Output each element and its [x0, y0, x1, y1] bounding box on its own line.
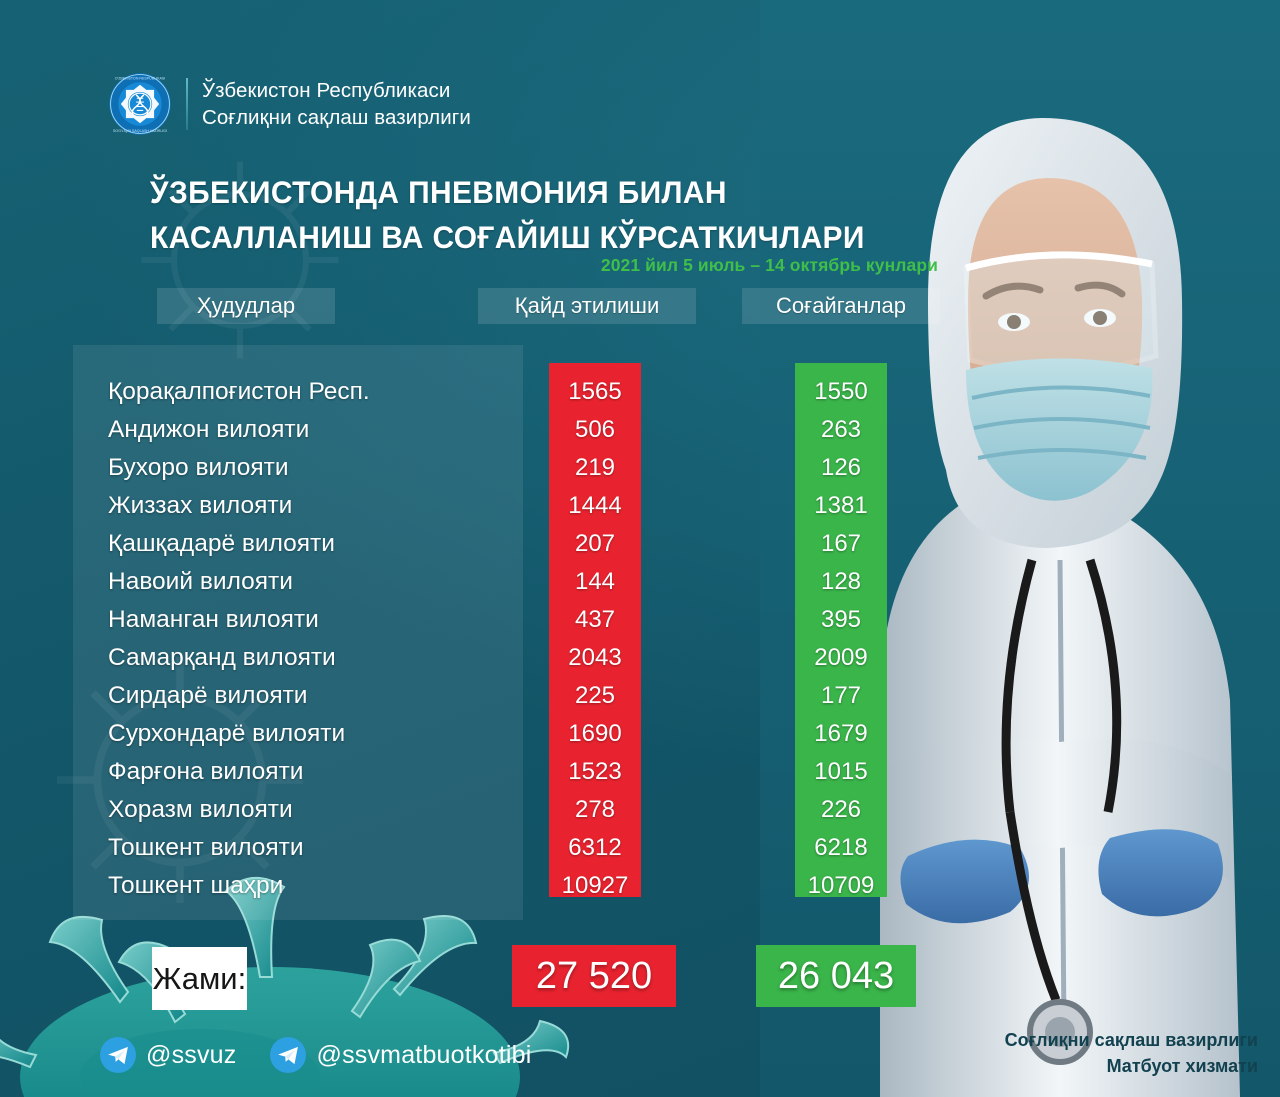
column-header-cases: Қайд этилиши: [478, 288, 696, 324]
table-cell-recovered: 6218: [814, 834, 868, 861]
table-cell-region: Самарқанд вилояти: [108, 644, 336, 671]
ministry-header: O'ZBEKISTON RESPUBLIKASI SOG'LIQNI SAQLA…: [108, 72, 471, 136]
table-cell-recovered: 1679: [814, 720, 868, 747]
column-header-recovered: Соғайганлар: [742, 288, 940, 324]
table-cell-cases: 10927: [561, 872, 629, 899]
table-cell-recovered: 10709: [807, 872, 875, 899]
table-cell-region: Андижон вилояти: [108, 416, 310, 443]
column-header-regions: Ҳудудлар: [157, 288, 335, 324]
date-range: 2021 йил 5 июль – 14 октябрь кунлари: [600, 255, 938, 275]
cases-column-bar: [549, 363, 641, 897]
svg-text:O'ZBEKISTON RESPUBLIKASI: O'ZBEKISTON RESPUBLIKASI: [115, 77, 166, 81]
table-cell-region: Фарғона вилояти: [108, 758, 304, 785]
table-cell-cases: 144: [574, 568, 616, 595]
table-cell-cases: 1565: [568, 378, 622, 405]
telegram-handle-1[interactable]: @ssvuz: [100, 1037, 236, 1073]
telegram-handle-2-text[interactable]: @ssvmatbuotkotibi: [316, 1040, 532, 1069]
ministry-logo-icon: O'ZBEKISTON RESPUBLIKASI SOG'LIQNI SAQLA…: [109, 73, 171, 135]
table-cell-cases: 1444: [568, 492, 622, 519]
table-cell-recovered: 1550: [814, 378, 868, 405]
table-cell-recovered: 2009: [814, 644, 868, 671]
table-cell-region: Тошкент шаҳри: [108, 872, 284, 899]
telegram-handle-2[interactable]: @ssvmatbuotkotibi: [270, 1037, 531, 1073]
virus-watermark-icon: [57, 657, 303, 903]
table-cell-cases: 437: [574, 606, 616, 633]
table-cell-recovered: 128: [820, 568, 862, 595]
title-line1: ЎЗБЕКИСТОНДА ПНЕВМОНИЯ БИЛАН: [150, 174, 727, 210]
credit-line1: Соғлиқни сақлаш вазирлиги: [1004, 1030, 1258, 1050]
telegram-handles: @ssvuz @ssvmatbuotkotibi: [100, 1037, 531, 1073]
svg-text:SOG'LIQNI SAQLASH VAZIRLIGI: SOG'LIQNI SAQLASH VAZIRLIGI: [113, 129, 167, 133]
total-recovered: 26 043: [756, 945, 916, 1007]
table-cell-region: Қашқадарё вилояти: [108, 530, 335, 557]
telegram-icon[interactable]: [270, 1037, 307, 1073]
page-title: ЎЗБЕКИСТОНДА ПНЕВМОНИЯ БИЛАН КАСАЛЛАНИШ …: [150, 170, 929, 259]
table-cell-recovered: 177: [820, 682, 862, 709]
table-cell-cases: 6312: [568, 834, 622, 861]
virus-illustration: [0, 876, 570, 1097]
table-cell-recovered: 1381: [814, 492, 868, 519]
cases-list: 1565 506 219 1444 207 144 437 2043 225 1690 1523 27…: [549, 373, 641, 905]
ministry-name-line2: Соғлиқни сақлаш вазирлиги: [202, 106, 471, 129]
table-cell-cases: 219: [574, 454, 616, 481]
table-cell-region: Сирдарё вилояти: [108, 682, 308, 709]
recovered-column-bar: [795, 363, 887, 897]
table-cell-cases: 1523: [568, 758, 622, 785]
virus-watermark-icon: [141, 161, 339, 359]
credit-line2: Матбуот хизмати: [1106, 1056, 1258, 1077]
table-cell-region: Тошкент вилояти: [108, 834, 304, 861]
table-cell-region: Бухоро вилояти: [108, 454, 289, 481]
total-label: Жами:: [152, 947, 247, 1010]
table-cell-recovered: 226: [820, 796, 862, 823]
table-cell-recovered: 395: [820, 606, 862, 633]
telegram-handle-1-text[interactable]: @ssvuz: [146, 1040, 237, 1069]
table-cell-region: Хоразм вилояти: [108, 796, 293, 823]
title-line2: КАСАЛЛАНИШ ВА СОҒАЙИШ КЎРСАТКИЧЛАРИ: [150, 218, 865, 255]
table-cell-cases: 207: [574, 530, 616, 557]
regions-list: Қорақалпоғистон Респ. Андижон вилояти Бухо…: [108, 373, 528, 905]
table-cell-cases: 225: [574, 682, 616, 709]
table-cell-region: Навоий вилояти: [108, 568, 293, 595]
table-cell-region: Жиззах вилояти: [108, 492, 293, 519]
table-cell-region: Сурхондарё вилояти: [108, 720, 346, 747]
table-cell-cases: 278: [574, 796, 616, 823]
press-service-credit: Соғлиқни сақлаш вазирлиги Матбуот хизмат…: [1005, 1027, 1258, 1079]
table-cell-cases: 2043: [568, 644, 622, 671]
total-cases: 27 520: [512, 945, 676, 1007]
table-cell-region: Қорақалпоғистон Респ.: [108, 378, 370, 405]
table-cell-cases: 1690: [568, 720, 622, 747]
table-cell-recovered: 263: [820, 416, 862, 443]
table-cell-cases: 506: [574, 416, 616, 443]
table-cell-recovered: 1015: [814, 758, 868, 785]
table-cell-recovered: 126: [820, 454, 862, 481]
recovered-list: 1550 263 126 1381 167 128 395 2009 177 1679 1015 22…: [795, 373, 887, 905]
telegram-icon[interactable]: [100, 1037, 136, 1073]
table-cell-recovered: 167: [820, 530, 862, 557]
table-cell-region: Наманган вилояти: [108, 606, 319, 633]
ministry-name-line1: Ўзбекистон Республикаси: [202, 78, 451, 102]
header-divider: [186, 78, 188, 130]
regions-panel: [73, 345, 523, 920]
